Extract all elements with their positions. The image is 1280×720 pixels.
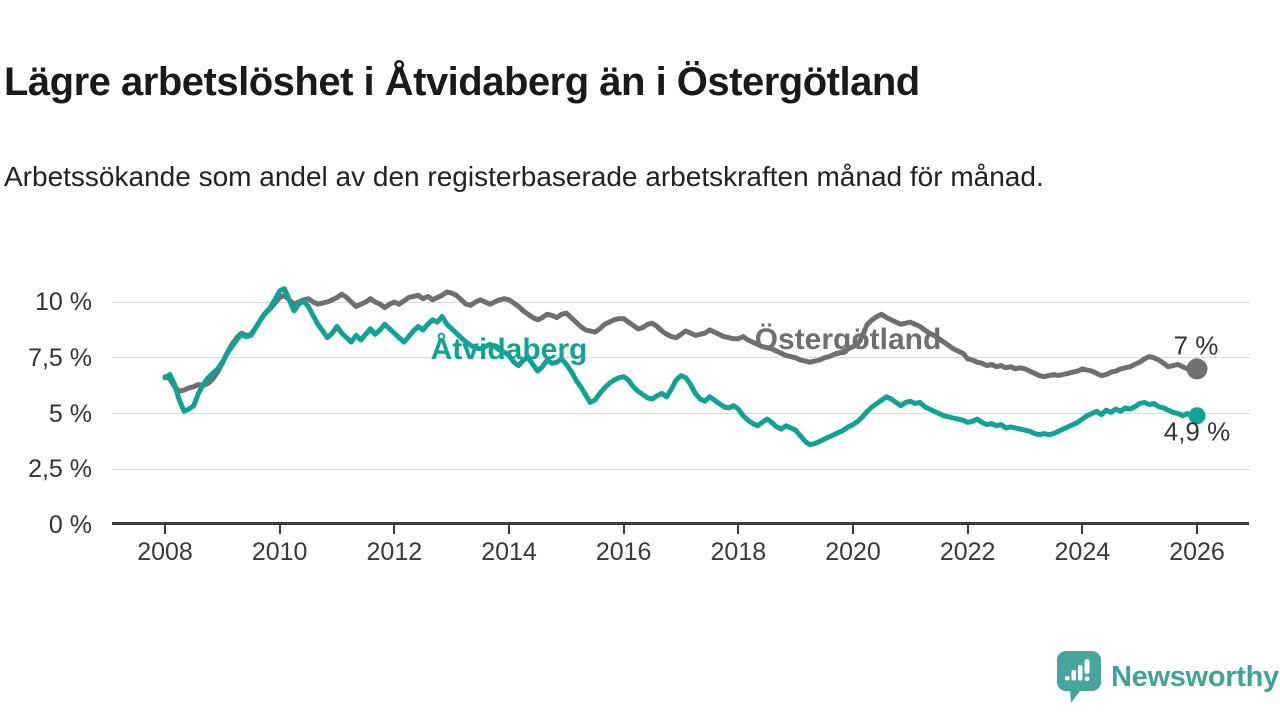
gridline-10: [112, 301, 1250, 303]
x-tick-mark-2020: [852, 525, 854, 534]
series-label-ostergotland: Östergötland: [754, 323, 942, 356]
x-tick-label: 2024: [1054, 538, 1111, 566]
series-label-atvidaberg: Åtvidaberg: [430, 333, 588, 366]
x-tick-label: 2012: [366, 538, 423, 566]
x-tick-mark-2014: [508, 525, 510, 534]
end-dot-ostergotland: [1186, 358, 1208, 380]
x-tick-label: 2018: [710, 538, 767, 566]
x-tick-label: 2008: [137, 538, 193, 566]
x-tick-mark-2012: [393, 525, 396, 534]
x-tick-label: 2026: [1169, 538, 1225, 566]
gridline-7.5: [112, 357, 1250, 359]
x-tick-mark-2008: [164, 525, 166, 534]
chart-title: Lägre arbetslöshet i Åtvidaberg än i Öst…: [4, 59, 920, 104]
gridline-5: [112, 413, 1250, 414]
end-value-label-ostergotland: 7 %: [1173, 330, 1219, 361]
y-tick-label: 10 %: [35, 288, 92, 316]
x-tick-label: 2010: [251, 538, 308, 566]
x-tick-label: 2016: [595, 538, 652, 566]
x-tick-mark-2016: [622, 525, 625, 534]
y-tick-label: 5 %: [48, 399, 92, 428]
y-tick-label: 0 %: [48, 511, 92, 539]
x-tick-label: 2022: [939, 538, 996, 566]
x-tick-mark-2024: [1081, 525, 1084, 534]
x-axis-line: [112, 522, 1249, 525]
series-line-atvidaberg: [162, 286, 1200, 448]
brand-name: Newsworthy: [1111, 660, 1279, 693]
x-tick-mark-2022: [966, 525, 969, 534]
end-value-label-atvidaberg: 4,9 %: [1163, 416, 1231, 447]
gridline-2.5: [112, 468, 1250, 470]
end-dot-atvidaberg: [1188, 407, 1206, 425]
x-tick-mark-2026: [1196, 525, 1198, 534]
newsworthy-speech-bubble-bar-chart-icon: [1057, 651, 1101, 703]
y-tick-label: 2,5 %: [28, 455, 92, 484]
x-tick-label: 2020: [825, 538, 881, 566]
chart-subtitle: Arbetssökande som andel av den registerb…: [4, 161, 1044, 192]
newsworthy-logo: Newsworthy: [1057, 651, 1279, 703]
x-tick-label: 2014: [481, 538, 537, 566]
x-tick-mark-2010: [278, 525, 281, 534]
series-line-ostergotland: [162, 289, 1200, 394]
x-tick-mark-2018: [737, 525, 740, 534]
y-tick-label: 7,5 %: [28, 343, 92, 372]
